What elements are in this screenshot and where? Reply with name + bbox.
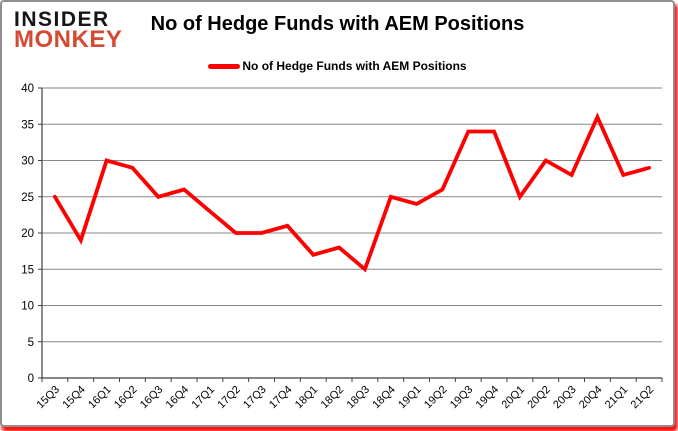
y-axis-tick-label: 30 bbox=[21, 156, 34, 168]
x-axis-tick-label: 16Q4 bbox=[164, 384, 192, 412]
x-axis-tick-label: 20Q1 bbox=[500, 384, 528, 412]
x-axis-tick-label: 15Q3 bbox=[35, 384, 63, 412]
x-axis-tick-label: 15Q4 bbox=[60, 384, 88, 412]
x-axis-tick-label: 18Q2 bbox=[319, 384, 347, 412]
chart-title: No of Hedge Funds with AEM Positions bbox=[150, 13, 525, 35]
y-axis-tick-label: 35 bbox=[21, 119, 34, 131]
x-axis-tick-label: 19Q1 bbox=[396, 384, 424, 412]
x-axis-tick-label: 16Q2 bbox=[112, 384, 140, 412]
x-axis-tick-label: 21Q1 bbox=[603, 384, 631, 412]
logo-word-monkey: MONKEY bbox=[14, 26, 123, 53]
x-axis-tick-label: 16Q3 bbox=[138, 384, 166, 412]
chart-legend: No of Hedge Funds with AEM Positions bbox=[2, 59, 673, 73]
y-axis-tick-label: 25 bbox=[21, 192, 34, 204]
x-axis-tick-label: 20Q4 bbox=[577, 384, 605, 412]
x-axis-tick-label: 16Q1 bbox=[86, 384, 114, 412]
x-axis-tick-label: 17Q3 bbox=[241, 384, 269, 412]
x-axis-tick-label: 18Q1 bbox=[293, 384, 321, 412]
x-axis-tick-label: 18Q3 bbox=[345, 384, 373, 412]
x-axis-tick-label: 20Q3 bbox=[551, 384, 579, 412]
x-axis-tick-label: 21Q2 bbox=[629, 384, 657, 412]
x-axis-tick-label: 19Q4 bbox=[474, 384, 502, 412]
data-line-series bbox=[53, 112, 651, 273]
x-axis-tick-label: 17Q2 bbox=[215, 384, 243, 412]
x-axis-tick-label: 17Q1 bbox=[190, 384, 218, 412]
line-chart: 0 5 10 15 20 25 30 35 40 15Q315Q416Q116Q216Q316Q4… bbox=[21, 83, 663, 412]
y-axis-tick-label: 40 bbox=[21, 83, 34, 95]
insider-monkey-logo: INSIDER MONKEY bbox=[14, 9, 122, 52]
y-axis-tick-label: 5 bbox=[28, 337, 34, 349]
y-axis-tick-label: 20 bbox=[21, 228, 34, 240]
logo-word-insider: INSIDER bbox=[14, 8, 110, 31]
x-axis-tick-label: 17Q4 bbox=[267, 384, 295, 412]
legend-label: No of Hedge Funds with AEM Positions bbox=[242, 59, 467, 73]
y-axis-tick-label: 10 bbox=[21, 301, 34, 313]
y-axis-tick-label: 15 bbox=[21, 264, 34, 276]
x-axis-tick-label: 20Q2 bbox=[525, 384, 553, 412]
y-axis-tick-label: 0 bbox=[28, 373, 34, 385]
x-axis-tick-label: 18Q4 bbox=[370, 384, 398, 412]
legend-line-swatch bbox=[208, 63, 241, 69]
x-axis-tick-label: 19Q3 bbox=[448, 384, 476, 412]
x-axis-tick-label: 19Q2 bbox=[422, 384, 450, 412]
